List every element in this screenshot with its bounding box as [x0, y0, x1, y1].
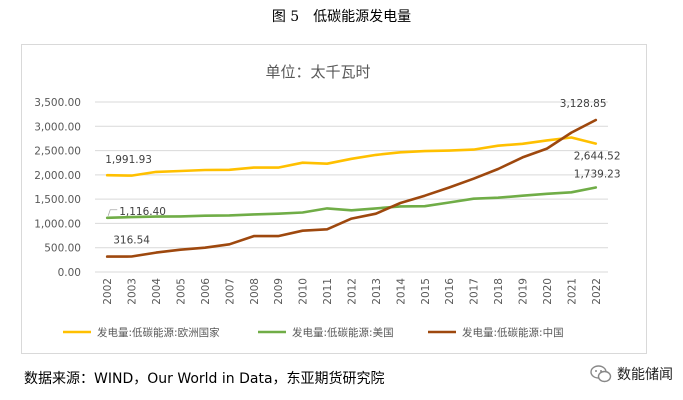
x-tick-label: 2015: [420, 278, 432, 305]
y-tick-label: 1,500.00: [34, 194, 81, 206]
series-line: [105, 186, 598, 220]
x-tick-label: 2012: [347, 278, 359, 305]
x-tick-label: 2019: [518, 278, 530, 305]
legend: 发电量:低碳能源:欧洲国家 发电量:低碳能源:美国 发电量:低碳能源:中国: [63, 326, 564, 339]
data-labels: 1,991.93 2,644.52 1,116.40 1,739.23 316.54 3,…: [105, 98, 620, 247]
series-line: [105, 136, 598, 177]
series-lines: [105, 118, 598, 258]
x-axis: 2002 2003 2004 2005 2006 2007 2008 2009 2010 2011…: [102, 278, 603, 305]
legend-label: 发电量:低碳能源:欧洲国家: [97, 326, 220, 339]
x-tick-label: 2010: [298, 278, 310, 305]
chart-frame: [21, 44, 647, 354]
x-tick-label: 2005: [176, 278, 188, 305]
y-tick-label: 3,000.00: [34, 121, 81, 133]
x-tick-label: 2017: [469, 278, 481, 305]
data-label: 316.54: [113, 235, 150, 247]
x-tick-label: 2002: [102, 278, 114, 305]
x-tick-label: 2022: [591, 278, 603, 305]
y-tick-label: 500.00: [44, 243, 81, 255]
brand-name: 数能储闻: [617, 367, 673, 383]
source-note: 数据来源：WIND，Our World in Data，东亚期货研究院: [24, 371, 385, 387]
y-tick-label: 1,000.00: [34, 218, 81, 230]
y-tick-label: 2,000.00: [34, 170, 81, 182]
data-label: 1,991.93: [105, 154, 152, 166]
y-tick-label: 3,500.00: [34, 97, 81, 109]
y-axis: 0.00 500.00 1,000.00 1,500.00 2,000.00 2,500.…: [34, 97, 81, 279]
x-tick-label: 2016: [444, 278, 456, 305]
data-label: 1,739.23: [574, 169, 621, 181]
leader-line: [107, 209, 118, 216]
x-tick-label: 2021: [566, 278, 578, 305]
x-tick-label: 2020: [542, 278, 554, 305]
x-tick-label: 2013: [371, 278, 383, 305]
chart-title: 单位：太千瓦时: [265, 63, 370, 81]
x-tick-label: 2006: [200, 278, 212, 305]
series-line: [105, 118, 598, 258]
x-tick-label: 2018: [493, 278, 505, 305]
wechat-icon: [590, 365, 612, 383]
x-tick-label: 2003: [127, 278, 139, 305]
x-tick-label: 2004: [151, 278, 163, 305]
x-tick-label: 2008: [249, 278, 261, 305]
data-label: 1,116.40: [119, 206, 166, 218]
x-tick-label: 2011: [322, 278, 334, 305]
data-label: 3,128.85: [560, 98, 607, 110]
legend-label: 发电量:低碳能源:中国: [462, 326, 564, 339]
figure-title: 图 5 低碳能源发电量: [271, 9, 412, 25]
x-tick-label: 2007: [224, 278, 236, 305]
data-label: 2,644.52: [574, 151, 621, 163]
x-tick-label: 2014: [395, 278, 407, 305]
legend-label: 发电量:低碳能源:美国: [292, 326, 394, 339]
y-tick-label: 2,500.00: [34, 146, 81, 158]
y-tick-label: 0.00: [58, 267, 81, 279]
gridlines: [95, 101, 608, 273]
brand-watermark: 数能储闻: [589, 362, 673, 386]
x-tick-label: 2009: [273, 278, 285, 305]
